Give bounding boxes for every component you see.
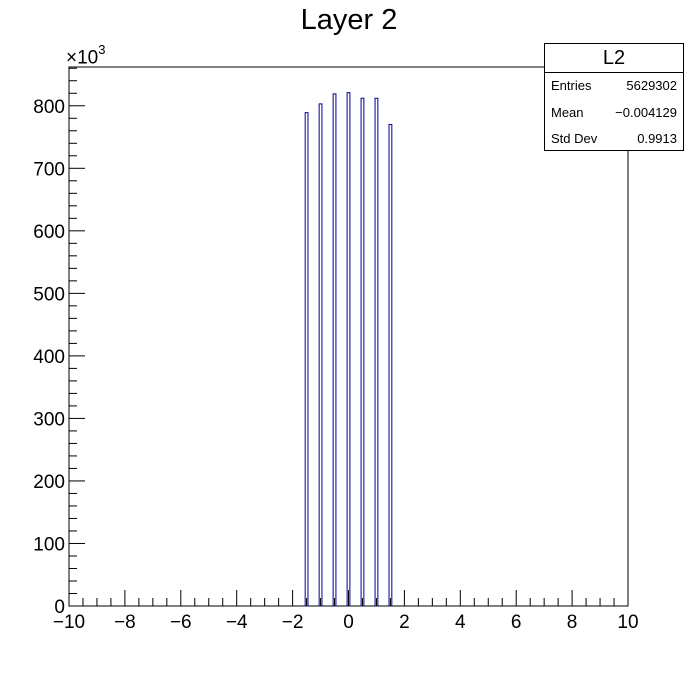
y-tick-label: 200: [33, 472, 65, 493]
x-tick-label: 0: [343, 612, 354, 633]
stats-row-mean: Mean −0.004129: [545, 100, 683, 127]
histogram-bar-2: [332, 93, 337, 607]
histogram-bar-5: [374, 97, 379, 607]
histogram-bar-0: [304, 112, 309, 607]
x-tick-label: −6: [170, 612, 192, 633]
y-tick-label: 0: [54, 597, 65, 618]
x-tick-label: −4: [226, 612, 248, 633]
stats-row-entries: Entries 5629302: [545, 73, 683, 100]
x-tick-label: 2: [399, 612, 410, 633]
x-tick-label: 6: [511, 612, 522, 633]
x-tick-label: −8: [114, 612, 136, 633]
y-tick-label: 300: [33, 409, 65, 430]
mean-value: −0.004129: [615, 104, 677, 120]
y-tick-label: 700: [33, 159, 65, 180]
x-tick-label: −10: [53, 612, 85, 633]
histogram-bar-4: [360, 97, 365, 607]
y-multiplier-label: ×10: [66, 47, 99, 69]
stats-box: L2 Entries 5629302 Mean −0.004129 Std De…: [544, 43, 684, 151]
y-tick-label: 500: [33, 284, 65, 305]
histogram-bar-3: [346, 92, 351, 607]
histogram-bar-1: [318, 103, 323, 607]
entries-value: 5629302: [626, 78, 677, 93]
stats-box-title: L2: [545, 44, 683, 73]
x-tick-label: 8: [567, 612, 578, 633]
mean-label: Mean: [551, 104, 584, 120]
x-tick-label: 4: [455, 612, 466, 633]
std-label: Std Dev: [551, 131, 598, 146]
y-tick-label: 600: [33, 222, 65, 243]
y-tick-label: 100: [33, 534, 65, 555]
std-value: 0.9913: [637, 131, 677, 146]
histogram-bar-6: [388, 124, 393, 607]
chart-title: Layer 2: [300, 4, 398, 36]
y-multiplier-exponent: 3: [98, 42, 106, 57]
y-axis-multiplier: ×103: [66, 42, 106, 69]
entries-label: Entries: [551, 78, 592, 93]
y-tick-label: 400: [33, 347, 65, 368]
x-tick-label: 10: [617, 612, 638, 633]
x-tick-label: −2: [282, 612, 304, 633]
stats-row-std: Std Dev 0.9913: [545, 126, 683, 153]
y-tick-label: 800: [33, 97, 65, 118]
